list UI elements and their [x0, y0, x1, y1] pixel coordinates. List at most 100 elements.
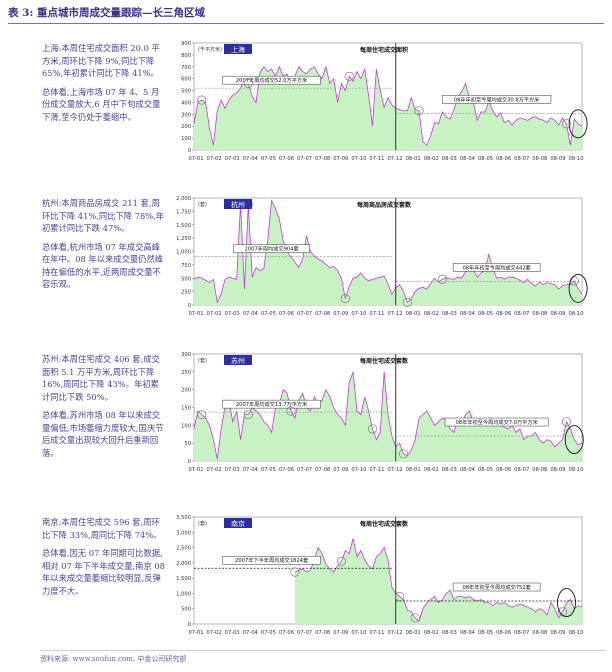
overview-paragraph: 总体看,苏州市场 08 年以来成交量偏低,市场萎缩力度较大,国庆节后成交量出现较…	[42, 410, 164, 458]
x-tick-label: 08-09	[550, 311, 565, 317]
y-tick-label: 1,250	[176, 236, 191, 242]
x-tick-label: 07-09	[333, 156, 348, 162]
series-area	[194, 66, 582, 150]
x-tick-label: 07-09	[333, 467, 348, 473]
unit-label: (套)	[198, 201, 207, 208]
panel-text-shanghai: 上海:本周住宅成交面积 20.0 平方米,周环比下降 9%,同比下降 65%,年…	[42, 42, 166, 129]
x-tick-label: 07-01	[188, 311, 203, 317]
average-label: 2007年周均成交13.7万平方米	[236, 400, 308, 408]
average-label-box	[452, 263, 541, 272]
x-tick-label: 07-06	[279, 156, 294, 162]
x-tick-label: 07-04	[243, 311, 259, 317]
y-tick-label: 50	[184, 441, 191, 447]
series-line	[193, 199, 583, 304]
average-label: 08年年初至今周均成交7.0万平方米	[455, 418, 538, 426]
latest-week-highlight	[568, 273, 588, 303]
average-label: 2007年周均成交52.0万平方米	[236, 76, 308, 84]
latest-week-highlight	[568, 109, 588, 139]
x-tick-label: 08-05	[478, 630, 493, 636]
y-tick-label: 200	[181, 124, 191, 130]
y-tick-label: 750	[181, 263, 191, 269]
chart-title: 每周住宅成交面积	[359, 46, 408, 54]
summary-paragraph: 上海:本周住宅成交面积 20.0 平方米,周环比下降 9%,同比下降 65%,年…	[42, 43, 160, 78]
y-tick-label: 100	[181, 136, 191, 142]
x-tick-label: 08-03	[442, 467, 457, 473]
y-tick-label: 900	[181, 41, 191, 47]
x-tick-label: 07-12	[388, 630, 403, 636]
low-point-marker	[344, 71, 354, 81]
y-tick-label: 2,000	[176, 196, 191, 202]
panel-text-suzhou: 苏州:本周住宅成交 406 套,成交面积 5.1 万平方米,周环比下降 16%,…	[42, 353, 166, 465]
y-tick-label: 1,750	[176, 209, 191, 215]
series-area	[294, 538, 582, 624]
low-point-marker	[367, 424, 378, 434]
y-tick-label: 0	[188, 303, 191, 309]
x-tick-label: 08-08	[532, 467, 547, 473]
x-tick-label: 07-03	[225, 630, 240, 636]
x-tick-label: 07-05	[261, 467, 276, 473]
low-point-marker	[414, 106, 424, 116]
x-tick-label: 08-06	[496, 467, 511, 473]
x-tick-label: 08-06	[496, 630, 511, 636]
low-point-marker	[336, 556, 346, 566]
overview-paragraph: 总体看,杭州市场 07 年成交高峰在年中。08 年以来成交量仍然维持在偏低的水平…	[42, 241, 164, 290]
panel-nanjing: 南京:本周住宅成交 596 套,周环比下降 33%,周同比下降 74%。 总体看…	[0, 512, 612, 638]
x-tick-label: 08-06	[496, 156, 511, 162]
x-tick-label: 07-02	[207, 311, 222, 317]
x-tick-label: 08-02	[424, 156, 439, 162]
average-label-box	[444, 417, 549, 427]
chart-nanjing: 0 500 1,000 1,500 2,000 2,500 3,000 3,500 2007年下…	[176, 515, 583, 636]
x-tick-label: 08-10	[568, 311, 583, 317]
x-tick-label: 08-01	[406, 311, 421, 317]
x-tick-label: 07-07	[297, 311, 312, 317]
x-tick-label: 07-10	[351, 156, 366, 162]
x-tick-label: 08-09	[550, 467, 565, 473]
low-point-marker	[286, 406, 296, 416]
y-tick-label: 700	[181, 65, 191, 71]
x-tick-label: 07-09	[333, 311, 348, 317]
chart-hangzhou: 0 250 500 750 1,000 1,250 1,500 1,750 2,000 2007年…	[176, 196, 588, 317]
latest-week-highlight	[557, 588, 576, 618]
low-point-marker	[402, 297, 412, 307]
unit-label: (套)	[198, 357, 207, 364]
city-badge	[224, 355, 252, 365]
x-tick-label: 08-02	[424, 467, 439, 473]
x-tick-label: 07-05	[261, 630, 276, 636]
x-tick-label: 07-08	[315, 467, 330, 473]
y-tick-label: 3,500	[176, 515, 191, 521]
x-tick-label: 07-10	[351, 630, 366, 636]
x-tick-label: 07-02	[207, 630, 222, 636]
average-label-box	[442, 95, 552, 104]
x-tick-label: 08-09	[550, 156, 565, 162]
average-label-box	[222, 399, 321, 409]
city-badge-label: 南京	[231, 519, 245, 528]
source-footer: 资料来源: www.soufun.com, 中金公司研究部	[40, 650, 606, 664]
unit-label: (千平方米)	[198, 46, 222, 53]
x-tick-label: 07-05	[261, 156, 276, 162]
x-tick-label: 07-07	[297, 156, 312, 162]
x-tick-label: 08-02	[424, 311, 439, 317]
x-tick-label: 07-07	[297, 467, 312, 473]
y-tick-label: 2,000	[176, 561, 191, 567]
y-tick-label: 0	[188, 459, 191, 465]
x-tick-label: 08-08	[532, 630, 547, 636]
average-label-box	[452, 582, 541, 592]
y-tick-label: 1,500	[176, 223, 191, 229]
panel-shanghai: 上海:本周住宅成交面积 20.0 平方米,周环比下降 9%,同比下降 65%,年…	[0, 38, 612, 164]
y-tick-label: 3,000	[176, 530, 191, 536]
series-area	[194, 200, 582, 305]
low-point-marker	[395, 591, 405, 602]
x-tick-label: 08-07	[514, 311, 529, 317]
x-tick-label: 07-04	[243, 630, 259, 636]
x-tick-label: 08-03	[442, 156, 457, 162]
y-tick-label: 150	[181, 406, 191, 412]
summary-paragraph: 杭州:本周商品房成交 211 套,周环比下降 41%,同比下降 78%,年初累计…	[42, 198, 165, 233]
y-tick-label: 100	[181, 423, 191, 429]
x-tick-label: 08-05	[478, 156, 493, 162]
chart-title: 每周商品房成交套数	[356, 201, 412, 209]
city-badge	[224, 199, 252, 209]
y-tick-label: 400	[181, 100, 191, 106]
x-tick-label: 07-06	[279, 630, 294, 636]
x-tick-label: 07-01	[188, 467, 203, 473]
average-label-box	[222, 555, 321, 565]
